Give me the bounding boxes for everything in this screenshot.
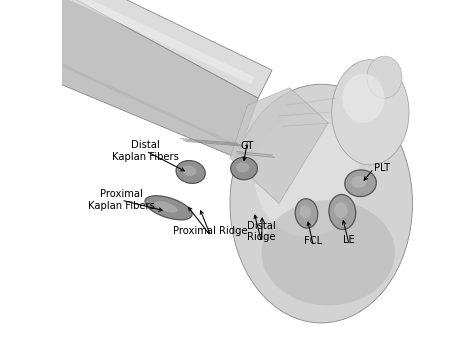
Text: Distal
Kaplan Fibers: Distal Kaplan Fibers: [112, 140, 179, 162]
Text: PLT: PLT: [374, 164, 390, 173]
Ellipse shape: [342, 74, 384, 123]
Text: Distal
Ridge: Distal Ridge: [247, 220, 276, 242]
Ellipse shape: [182, 166, 197, 176]
Ellipse shape: [345, 170, 376, 197]
Ellipse shape: [145, 196, 192, 220]
Ellipse shape: [300, 205, 311, 219]
Polygon shape: [55, 63, 244, 147]
Text: Proximal
Kaplan Fibers: Proximal Kaplan Fibers: [88, 189, 155, 211]
Ellipse shape: [334, 203, 347, 218]
Ellipse shape: [176, 161, 205, 183]
Text: GT: GT: [241, 141, 254, 151]
Ellipse shape: [332, 60, 409, 165]
Ellipse shape: [236, 162, 249, 172]
Polygon shape: [230, 88, 328, 204]
Text: LE: LE: [344, 235, 355, 245]
Ellipse shape: [155, 201, 178, 212]
Ellipse shape: [231, 157, 257, 180]
Polygon shape: [55, 0, 255, 84]
Ellipse shape: [255, 114, 360, 237]
Ellipse shape: [367, 56, 402, 98]
Text: FCL: FCL: [304, 237, 323, 246]
Ellipse shape: [351, 176, 367, 188]
Ellipse shape: [262, 200, 395, 305]
Polygon shape: [44, 0, 272, 98]
Text: Proximal Ridge: Proximal Ridge: [173, 226, 248, 236]
Ellipse shape: [329, 194, 356, 230]
Polygon shape: [44, 0, 258, 158]
Ellipse shape: [295, 199, 318, 228]
Ellipse shape: [230, 84, 412, 323]
